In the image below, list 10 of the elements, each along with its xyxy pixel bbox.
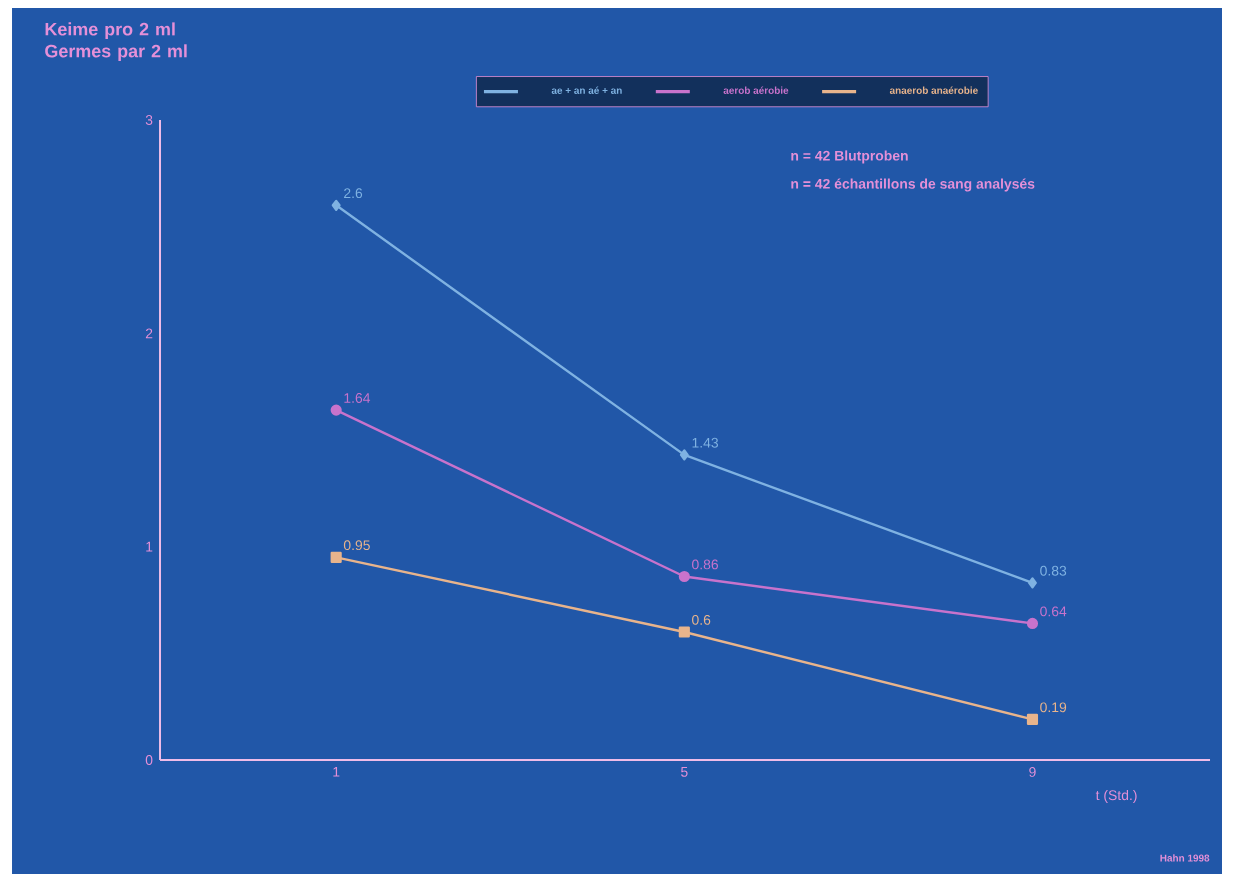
y-axis-title: Keime pro 2 ml Germes par 2 ml [45, 22, 187, 61]
point [1027, 577, 1037, 589]
point [331, 199, 341, 211]
point [678, 626, 690, 638]
point [678, 570, 690, 583]
point [330, 551, 342, 563]
point [1026, 713, 1039, 726]
point [679, 449, 689, 461]
point [330, 404, 342, 416]
point [1026, 617, 1039, 630]
